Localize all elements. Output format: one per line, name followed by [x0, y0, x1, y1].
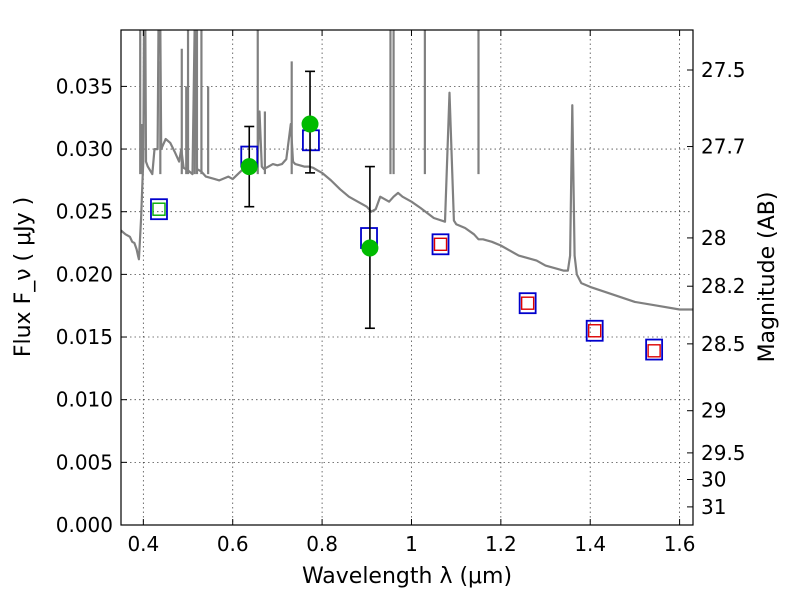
grid-lines: [121, 30, 693, 526]
x-tick-label: 0.8: [306, 532, 338, 556]
y-tick-label: 0.035: [56, 74, 113, 98]
y-tick-label: 0.000: [56, 513, 113, 537]
y2-tick-label: 29.5: [701, 441, 746, 465]
y-tick-label: 0.005: [56, 450, 113, 474]
y2-axis: 27.5 27.7 28 28.2 28.5 29 29.5 30 31: [687, 58, 746, 519]
y-axis: 0.000 0.005 0.010 0.015 0.020 0.025 0.030 0.035: [56, 74, 127, 537]
plot-background: [121, 30, 693, 525]
model-photometry-square: [518, 292, 537, 315]
model-photometry-square: [645, 338, 664, 361]
y-tick-label: 0.020: [56, 262, 113, 286]
y-tick-label: 0.010: [56, 388, 113, 412]
x-axis: 0.4 0.6 0.8 1 1.2 1.4 1.6: [127, 30, 696, 556]
y2-tick-label: 28: [701, 226, 726, 250]
x-tick-label: 1.2: [485, 532, 517, 556]
x-tick-label: 0.4: [127, 532, 159, 556]
model-spectrum-line: [121, 30, 693, 311]
plot-frame: [120, 29, 694, 526]
y2-tick-label: 27.7: [701, 135, 746, 159]
x-tick-label: 1: [405, 532, 418, 556]
red-photometry-square: [647, 344, 661, 358]
y2-tick-label: 28.5: [701, 332, 746, 356]
x-tick-label: 1.6: [664, 532, 696, 556]
plot-marks: [121, 30, 693, 361]
y-tick-label: 0.030: [56, 137, 113, 161]
model-photometry-square: [585, 319, 604, 342]
red-photometry-square: [520, 296, 535, 310]
x-axis-label: Wavelength λ (μm): [302, 564, 512, 589]
red-photometry-square: [587, 324, 602, 338]
observed-flux-point: [361, 239, 379, 257]
x-tick-label: 1.4: [574, 532, 606, 556]
y2-tick-label: 28.2: [701, 274, 746, 298]
x-tick-label: 0.6: [217, 532, 249, 556]
model-photometry-square: [150, 198, 168, 221]
y-tick-label: 0.025: [56, 200, 113, 224]
y2-axis-label: Magnitude (AB): [755, 192, 780, 363]
y-axis-label: Flux F_ν ( μJy ): [11, 197, 36, 357]
y2-tick-label: 27.5: [701, 58, 746, 82]
observed-flux-point: [301, 115, 319, 133]
y2-tick-label: 31: [701, 495, 726, 519]
y2-tick-label: 29: [701, 399, 726, 423]
green-photometry-square: [152, 202, 166, 216]
red-photometry-square: [433, 237, 448, 251]
observed-flux-point: [240, 158, 258, 176]
y-tick-label: 0.015: [56, 325, 113, 349]
model-photometry-square: [431, 233, 450, 256]
y2-tick-label: 30: [701, 468, 726, 492]
